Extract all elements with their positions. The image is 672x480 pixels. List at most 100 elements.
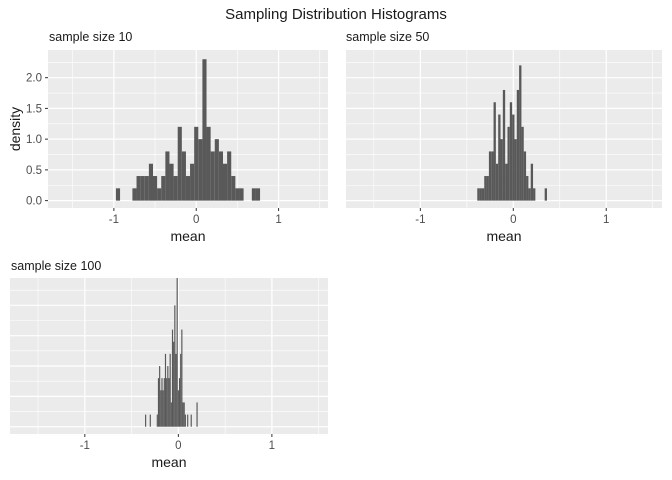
x-tick-label: 1 (275, 214, 281, 226)
histogram-bar (516, 89, 520, 201)
histogram-bar (160, 390, 162, 427)
x-tick-label: 0 (193, 214, 199, 226)
histogram-bar (523, 151, 527, 201)
histogram-bar (157, 378, 160, 427)
histogram-bar (173, 176, 178, 201)
histogram-bar (479, 188, 482, 201)
x-axis-title: mean (170, 228, 205, 244)
x-tick-label: -1 (80, 440, 90, 452)
histogram-bar (495, 163, 499, 201)
histogram-bar (178, 378, 181, 427)
histogram-bar (521, 126, 524, 201)
panel-subtitle: sample size 50 (346, 30, 429, 44)
panel-2: -1 0 1 sample size 50 mean (346, 30, 662, 244)
histogram-bar (239, 188, 244, 201)
histogram-bar (166, 378, 168, 427)
histogram-bar (484, 176, 487, 201)
histogram-bar (115, 188, 121, 201)
histogram-bar (512, 114, 515, 201)
histogram-bar (173, 341, 175, 427)
histogram-bar (161, 378, 163, 427)
histogram-bar (218, 151, 223, 201)
histogram-bar (505, 163, 508, 201)
histogram-bar (180, 353, 182, 427)
histogram-bar (530, 163, 534, 201)
histogram-bar (164, 353, 167, 427)
histogram-bar (156, 414, 158, 427)
histogram-bar (181, 329, 183, 427)
histogram-bar (214, 139, 219, 201)
histogram-bar (159, 366, 161, 427)
histogram-bar (176, 278, 178, 427)
histogram-bar (493, 102, 496, 201)
y-tick-label: 0.5 (26, 165, 42, 177)
histogram-bar (169, 353, 171, 427)
histogram-bar (231, 176, 236, 201)
histogram-bar (477, 188, 480, 201)
histogram-bar (145, 414, 147, 427)
histogram-bar (533, 188, 536, 201)
histogram-bar (235, 188, 240, 201)
y-tick-label: 1.5 (26, 103, 42, 115)
figure-title: Sampling Distribution Histograms (225, 6, 447, 23)
histogram-bar (488, 151, 492, 201)
histogram-bar (255, 188, 261, 201)
histogram-bar (202, 59, 207, 201)
histogram-bar (183, 402, 185, 427)
histogram-bar (148, 163, 153, 201)
y-tick-label: 0.0 (26, 196, 42, 208)
histogram-bar (223, 163, 228, 201)
histogram-bar (181, 151, 186, 201)
x-tick-label: -1 (109, 214, 119, 226)
x-axis-title: mean (151, 454, 186, 470)
histogram-bar (528, 188, 531, 201)
histogram-bar (509, 102, 513, 201)
histogram-bar (206, 126, 211, 201)
histogram-bar (174, 305, 176, 427)
histogram-bar (161, 176, 166, 201)
histogram-bar (165, 151, 170, 201)
histogram-bar (500, 139, 503, 201)
histogram-bar (163, 378, 165, 427)
histogram-bar (153, 176, 158, 201)
histogram-bar (198, 139, 203, 201)
histogram-bar (486, 176, 489, 201)
histogram-bar (196, 402, 198, 427)
histogram-bar (514, 139, 517, 201)
histogram-bar (187, 414, 189, 427)
histogram-bar (185, 176, 191, 201)
histogram-bar (177, 390, 179, 427)
y-tick-label: 2.0 (26, 73, 42, 85)
histogram-bar (175, 353, 177, 427)
histogram-bar (251, 188, 256, 201)
x-axis-title: mean (486, 228, 521, 244)
x-tick-label: 0 (175, 440, 181, 452)
histogram-bar (519, 65, 522, 201)
panel-3: -1 0 1 sample size 100 mean (10, 259, 328, 470)
histogram-bar (227, 151, 232, 201)
histogram-bar (544, 188, 547, 201)
histogram-bar (184, 414, 186, 427)
x-tick-label: 1 (269, 440, 275, 452)
histogram-bar (507, 126, 510, 201)
histogram-bar (144, 176, 149, 201)
histogram-bar (177, 126, 182, 201)
histogram-bar (190, 163, 195, 201)
histogram-bar (481, 188, 485, 201)
x-tick-label: 1 (603, 214, 609, 226)
panel-subtitle: sample size 100 (11, 259, 101, 273)
histogram-bar (162, 390, 164, 427)
panel-subtitle: sample size 10 (49, 30, 132, 44)
y-axis-title: density (7, 107, 23, 151)
histogram-bar (168, 378, 170, 427)
histogram-bar (149, 414, 151, 427)
histogram-bar (210, 151, 215, 201)
histogram-bar (194, 126, 199, 201)
x-tick-label: -1 (415, 214, 425, 226)
histogram-bar (498, 114, 501, 201)
histogram-bar (170, 402, 172, 427)
histogram-bar (526, 176, 529, 201)
y-tick-label: 1.0 (26, 134, 42, 146)
histogram-bar (132, 188, 137, 201)
